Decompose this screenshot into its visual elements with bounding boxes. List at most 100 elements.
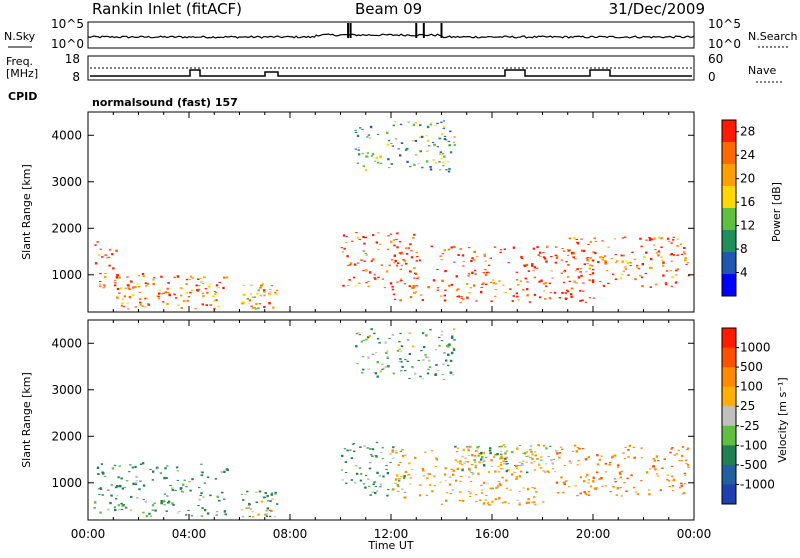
scatter-mark [660, 237, 664, 239]
scatter-mark [459, 248, 462, 250]
scatter-mark [399, 350, 403, 352]
scatter-mark [397, 485, 400, 488]
scatter-mark [223, 498, 226, 500]
scatter-mark [384, 366, 388, 368]
scatter-mark [378, 475, 381, 477]
scatter-mark [499, 450, 503, 452]
scatter-mark [548, 282, 552, 285]
scatter-mark [662, 261, 665, 264]
scatter-mark [626, 262, 629, 265]
scatter-mark [395, 451, 398, 454]
scatter-mark [474, 461, 477, 463]
scatter-mark [686, 262, 690, 264]
scatter-mark [445, 169, 448, 171]
scatter-mark [223, 276, 226, 278]
scatter-mark [377, 249, 380, 251]
scatter-mark [477, 454, 480, 456]
scatter-mark [613, 238, 617, 240]
scatter-mark [531, 264, 534, 267]
scatter-mark [525, 461, 528, 464]
scatter-mark [573, 236, 576, 240]
scatter-mark [441, 279, 444, 282]
scatter-mark [381, 278, 385, 280]
scatter-mark [263, 291, 266, 293]
scatter-mark [422, 469, 425, 472]
scatter-mark [259, 286, 262, 289]
scatter-mark [341, 479, 344, 481]
scatter-mark [271, 498, 274, 500]
scatter-mark [386, 355, 389, 358]
scatter-mark [491, 487, 494, 490]
scatter-mark [246, 297, 249, 300]
scatter-mark [665, 283, 668, 286]
scatter-mark [376, 375, 379, 378]
scatter-mark [600, 256, 603, 258]
scatter-mark [678, 460, 681, 462]
scatter-mark [595, 487, 598, 489]
nsky-line [87, 33, 695, 39]
scatter-mark [198, 487, 201, 489]
scatter-mark [477, 472, 480, 475]
scatter-mark [457, 295, 460, 298]
scatter-mark [269, 288, 272, 290]
scatter-mark [460, 297, 463, 299]
scatter-mark [194, 308, 197, 310]
scatter-mark [657, 254, 660, 257]
scatter-mark [422, 475, 426, 477]
scatter-mark [137, 275, 140, 277]
scatter-mark [543, 257, 547, 260]
scatter-mark [160, 502, 163, 505]
scatter-mark [498, 446, 501, 448]
scatter-mark [570, 295, 573, 298]
scatter-mark [201, 292, 205, 295]
scatter-mark [687, 275, 691, 277]
scatter-mark [580, 238, 583, 240]
scatter-mark [114, 508, 117, 512]
scatter-mark [604, 261, 608, 263]
scatter-mark [501, 502, 505, 504]
scatter-mark [399, 154, 402, 157]
scatter-mark [213, 292, 217, 296]
x-axis-label: Time UT [367, 539, 413, 552]
scatter-mark [657, 475, 660, 477]
scatter-mark [572, 256, 575, 259]
scatter-mark [400, 360, 403, 363]
scatter-mark [185, 514, 188, 516]
scatter-mark [670, 260, 673, 263]
scatter-mark [396, 484, 399, 487]
scatter-mark [561, 292, 564, 294]
scatter-mark [588, 494, 591, 496]
scatter-mark [619, 472, 622, 475]
scatter-mark [482, 481, 486, 484]
scatter-mark [580, 274, 583, 277]
scatter-mark [121, 504, 124, 507]
scatter-mark [361, 372, 364, 374]
scatter-mark [604, 471, 608, 473]
scatter-mark [555, 246, 558, 248]
scatter-mark [439, 169, 442, 171]
scatter-mark [498, 446, 501, 448]
scatter-mark [499, 462, 503, 464]
scatter-mark [442, 120, 446, 122]
scatter-mark [406, 360, 409, 362]
scatter-mark [524, 277, 527, 280]
scatter-mark [387, 248, 390, 250]
scatter-mark [555, 257, 559, 259]
scatter-mark [481, 492, 484, 494]
scatter-mark [404, 454, 407, 456]
scatter-mark [392, 293, 396, 296]
scatter-mark [115, 498, 118, 500]
scatter-mark [104, 254, 107, 257]
scatter-mark [655, 455, 659, 458]
scatter-mark [473, 259, 476, 261]
scatter-mark [440, 295, 443, 297]
scatter-mark [120, 305, 124, 307]
scatter-mark [268, 302, 271, 305]
scatter-mark [248, 503, 251, 506]
scatter-mark [480, 458, 483, 461]
scatter-mark [379, 370, 382, 373]
scatter-mark [342, 234, 346, 237]
scatter-mark [506, 463, 509, 465]
scatter-mark [456, 447, 460, 449]
scatter-mark [96, 241, 99, 243]
